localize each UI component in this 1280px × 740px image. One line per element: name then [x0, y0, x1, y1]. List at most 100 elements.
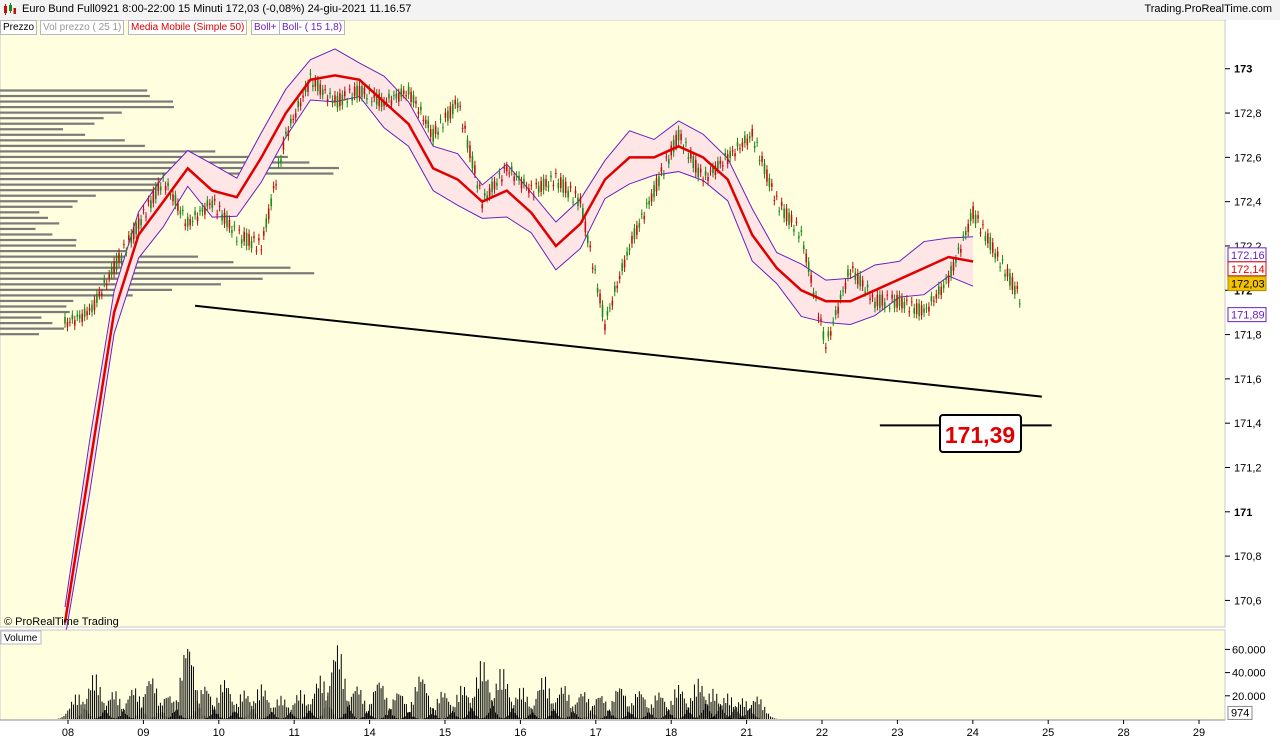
candle-body — [132, 226, 135, 240]
candle-body — [707, 177, 709, 181]
y-tick-label: 172,6 — [1234, 152, 1262, 164]
candle-body — [518, 175, 520, 181]
candle-body — [935, 294, 938, 299]
candle-body — [302, 95, 304, 98]
candle-body — [496, 182, 498, 186]
candle-body — [672, 139, 675, 153]
candle-body — [304, 85, 307, 92]
candle-body — [910, 301, 913, 303]
price-panel[interactable]: 171,39 © ProRealTime Trading — [0, 20, 1226, 639]
candle-body — [150, 200, 152, 208]
y-tick-label: 170,6 — [1234, 595, 1262, 607]
candle-body — [498, 172, 501, 175]
legend-price[interactable]: Prezzo — [0, 20, 38, 35]
candle-body — [120, 257, 123, 262]
candle-body — [231, 230, 233, 234]
candle-body — [712, 166, 714, 174]
candle-body — [255, 250, 258, 252]
volume-axis[interactable]: 60.000 40.000 20.000 974 — [1225, 630, 1280, 720]
volume-profile-bar — [0, 155, 288, 159]
candle-body — [626, 251, 628, 256]
candle-body — [294, 113, 297, 118]
candle-body — [967, 223, 970, 232]
candle-body — [888, 307, 891, 309]
legend-volume-profile[interactable]: Vol prezzo ( 25 1) — [40, 20, 125, 35]
candle-body — [380, 97, 383, 108]
x-tick-label: 15 — [439, 727, 451, 739]
candle-body — [115, 257, 118, 271]
candle-body — [204, 207, 206, 215]
volume-panel[interactable]: Volume — [0, 629, 1226, 721]
legend-boll-plus[interactable]: Boll+ — [251, 20, 280, 35]
candle-body — [451, 104, 454, 115]
candle-body — [123, 244, 125, 246]
candle-body — [1018, 303, 1021, 305]
candle-body — [343, 90, 346, 97]
volume-profile-bar — [0, 227, 36, 231]
candle-body — [577, 197, 579, 206]
candle-body — [648, 200, 650, 205]
price-panel-background — [0, 20, 1226, 628]
volume-profile-bar — [0, 310, 70, 314]
window-header: Euro Bund Full0921 8:00-22:00 15 Minuti … — [0, 0, 1280, 21]
candle-body — [312, 85, 314, 87]
candle-body — [226, 215, 228, 227]
candle-body — [478, 185, 481, 187]
candle-body — [221, 214, 223, 221]
candle-body — [724, 152, 727, 156]
volume-profile-bar — [0, 150, 216, 153]
candle-body — [567, 190, 569, 198]
y-tick-label: 171,4 — [1234, 418, 1262, 430]
candle-body — [447, 110, 449, 122]
x-tick-label: 17 — [590, 727, 602, 739]
volume-profile-bar — [0, 299, 74, 303]
candle-body — [589, 245, 592, 248]
volume-profile-bar — [0, 178, 262, 181]
candle-body — [596, 287, 599, 293]
candle-body — [633, 228, 636, 240]
candle-body — [999, 266, 1001, 268]
candle-body — [442, 127, 444, 129]
price-axis[interactable]: 173172,8172,6172,4172,2172171,8171,6171,… — [1225, 20, 1280, 627]
candle-body — [825, 347, 827, 349]
candle-body — [186, 217, 189, 227]
target-box[interactable] — [939, 414, 1022, 453]
candle-body — [952, 262, 955, 271]
candle-body — [692, 156, 695, 168]
candle-body — [184, 223, 187, 226]
candle-body — [432, 129, 434, 142]
price-chart[interactable]: 171,39 © ProRealTime Trading 173172,8172… — [0, 20, 1280, 740]
candle-body — [334, 95, 336, 102]
legend-boll-minus[interactable]: Boll- ( 15 1,8) — [279, 20, 346, 35]
candle-body — [562, 179, 565, 193]
x-tick-label: 24 — [967, 727, 979, 739]
legend-moving-average[interactable]: Media Mobile (Simple 50) — [128, 20, 248, 35]
candle-body — [883, 302, 886, 308]
candle-body — [71, 314, 74, 320]
x-tick-label: 29 — [1193, 727, 1205, 739]
candle-body — [1009, 273, 1011, 286]
candle-body — [272, 186, 275, 189]
target-annotation[interactable]: 171,39 — [939, 414, 1022, 453]
candle-body — [528, 188, 530, 194]
candle-body — [623, 259, 626, 268]
candle-body — [893, 298, 896, 308]
trendline[interactable] — [194, 304, 1042, 398]
candle-body — [940, 286, 943, 295]
candle-body — [532, 195, 535, 197]
candle-body — [974, 214, 977, 224]
candle-body — [677, 129, 680, 141]
candle-body — [805, 253, 808, 263]
candle-body — [69, 321, 71, 323]
candle-body — [147, 200, 150, 203]
candle-body — [852, 266, 854, 269]
candle-body — [721, 165, 724, 167]
candle-body — [240, 239, 243, 244]
x-tick-label: 22 — [816, 727, 828, 739]
candle-body — [717, 161, 719, 170]
candle-body — [798, 236, 800, 239]
volume-profile-bar — [0, 322, 53, 325]
candle-body — [876, 294, 879, 306]
time-axis[interactable]: 08 09 10 11 14 15 16 17 18 21 22 23 24 25 28 29 — [0, 719, 1280, 740]
volume-profile-bar — [0, 106, 174, 109]
